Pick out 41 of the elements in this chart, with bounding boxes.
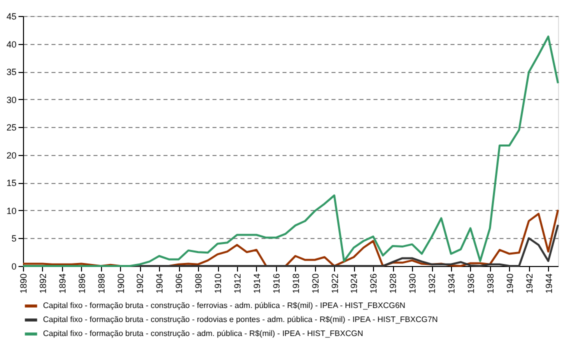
x-tick-label: 1924 (349, 274, 360, 294)
x-tick-label: 1904 (154, 274, 165, 294)
x-tick-label: 1896 (76, 274, 87, 294)
x-tick-label: 1892 (38, 274, 48, 294)
x-tick-label: 1906 (174, 274, 184, 294)
x-tick-label: 1940 (504, 274, 515, 294)
x-tick-label: 1912 (232, 274, 242, 294)
x-tick-label: 1910 (213, 274, 224, 294)
x-tick-label: 1920 (310, 274, 320, 294)
legend-label: Capital fixo - formação bruta - construção - rodovias e pontes - adm. pública - R$(mil) - IPEA - HIST_FBXCG7N (43, 315, 438, 324)
x-tick-label: 1942 (524, 274, 534, 294)
legend-label: Capital fixo - formação bruta - construção - adm. pública - R$(mil) - IPEA - HIST_FBXCGN (43, 329, 364, 338)
legend-label: Capital fixo - formação bruta - construção - ferrovias - adm. pública - R$(mil) - IPEA - HIST_FBXCG6N (43, 301, 406, 310)
x-tick-label: 1928 (388, 274, 398, 294)
x-tick-label: 1890 (18, 274, 28, 294)
x-tick-label: 1908 (194, 274, 204, 294)
y-tick-label: 5 (11, 234, 16, 244)
y-tick-label: 35 (6, 67, 16, 78)
y-tick-label: 10 (6, 206, 16, 216)
x-tick-label: 1900 (116, 274, 126, 294)
x-tick-label: 1894 (57, 274, 68, 294)
y-tick-label: 40 (6, 39, 16, 50)
x-tick-label: 1944 (544, 274, 554, 294)
x-tick-label: 1930 (408, 274, 418, 294)
x-tick-label: 1922 (330, 274, 340, 294)
y-tick-label: 25 (6, 122, 16, 133)
x-tick-label: 1932 (427, 274, 438, 294)
x-tick-label: 1918 (290, 274, 301, 294)
y-tick-label: 30 (6, 94, 16, 105)
x-tick-label: 1926 (368, 274, 379, 294)
x-tick-label: 1936 (466, 274, 476, 294)
x-tick-label: 1934 (446, 274, 456, 294)
y-tick-label: 0 (11, 262, 16, 272)
x-tick-label: 1902 (135, 274, 146, 294)
y-tick-label: 45 (6, 12, 16, 22)
x-tick-label: 1916 (271, 274, 282, 294)
y-tick-label: 15 (6, 178, 16, 188)
y-tick-label: 20 (6, 150, 16, 160)
x-tick-label: 1914 (252, 274, 262, 294)
x-tick-label: 1898 (96, 274, 106, 294)
x-tick-label: 1938 (485, 274, 496, 294)
